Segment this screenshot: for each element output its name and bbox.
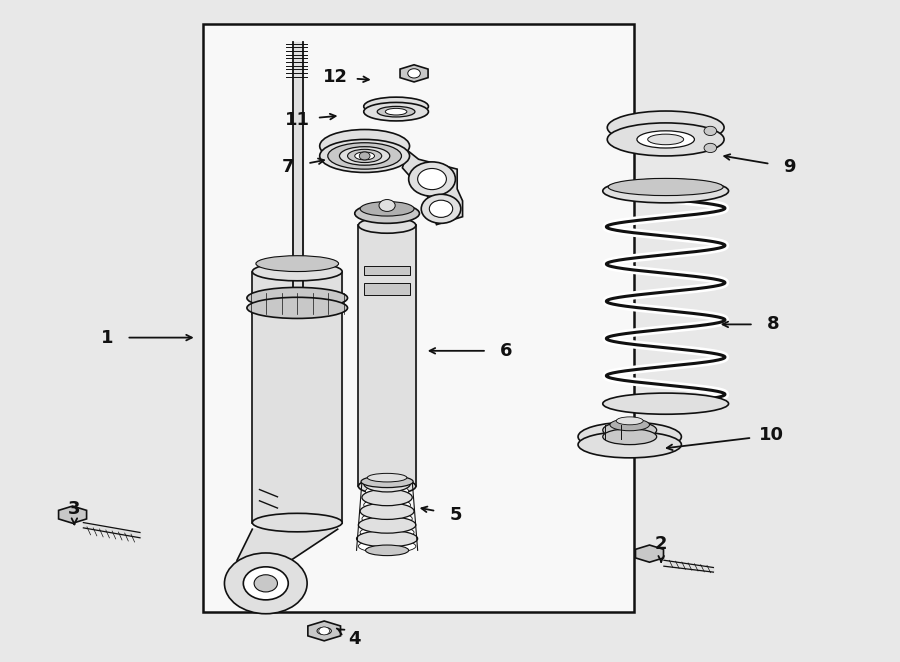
Ellipse shape [603, 429, 657, 445]
Ellipse shape [320, 130, 410, 163]
Ellipse shape [320, 140, 410, 173]
Circle shape [704, 143, 716, 152]
Polygon shape [58, 506, 86, 523]
Text: 7: 7 [282, 158, 294, 176]
Circle shape [408, 69, 420, 78]
Ellipse shape [365, 545, 409, 555]
Ellipse shape [377, 107, 415, 117]
Ellipse shape [252, 262, 342, 281]
Polygon shape [635, 545, 663, 562]
Ellipse shape [608, 178, 724, 195]
Ellipse shape [256, 256, 338, 271]
Polygon shape [400, 65, 428, 82]
Text: 8: 8 [767, 315, 779, 334]
Polygon shape [308, 621, 340, 641]
Ellipse shape [252, 513, 342, 532]
Ellipse shape [648, 134, 684, 145]
Ellipse shape [608, 111, 724, 144]
Ellipse shape [356, 530, 418, 547]
Ellipse shape [610, 419, 650, 431]
Ellipse shape [616, 417, 643, 425]
Circle shape [704, 126, 716, 136]
Circle shape [243, 567, 288, 600]
Ellipse shape [328, 143, 401, 169]
Ellipse shape [608, 123, 724, 156]
Ellipse shape [603, 179, 729, 203]
Ellipse shape [364, 498, 410, 512]
Text: 4: 4 [348, 630, 361, 648]
Circle shape [409, 162, 455, 196]
Ellipse shape [355, 203, 419, 223]
Ellipse shape [247, 297, 347, 318]
Bar [364, 283, 410, 295]
Ellipse shape [365, 485, 409, 498]
Circle shape [421, 194, 461, 223]
Circle shape [429, 200, 453, 217]
Ellipse shape [360, 503, 414, 520]
Ellipse shape [578, 432, 681, 458]
Ellipse shape [364, 103, 428, 121]
Text: 10: 10 [760, 426, 784, 444]
Ellipse shape [355, 152, 374, 160]
Text: 11: 11 [284, 111, 310, 128]
Text: 3: 3 [68, 500, 81, 518]
Ellipse shape [358, 217, 416, 233]
Ellipse shape [385, 109, 407, 115]
Ellipse shape [362, 489, 412, 506]
Ellipse shape [360, 526, 414, 539]
Text: 2: 2 [655, 535, 668, 553]
Ellipse shape [364, 97, 428, 116]
Circle shape [418, 169, 446, 189]
Ellipse shape [317, 628, 331, 635]
Polygon shape [402, 151, 463, 224]
Ellipse shape [603, 393, 729, 414]
Ellipse shape [358, 540, 416, 553]
Polygon shape [237, 529, 338, 560]
Text: 5: 5 [449, 506, 462, 524]
Text: 9: 9 [783, 158, 796, 176]
Text: 6: 6 [500, 342, 513, 360]
Circle shape [254, 575, 277, 592]
Bar [364, 265, 410, 275]
Bar [202, 24, 634, 612]
Ellipse shape [247, 287, 347, 308]
Ellipse shape [367, 473, 407, 482]
Ellipse shape [361, 476, 413, 488]
Ellipse shape [603, 422, 657, 439]
Text: 12: 12 [322, 68, 347, 86]
Circle shape [319, 627, 329, 635]
Ellipse shape [358, 479, 416, 494]
Ellipse shape [578, 422, 681, 451]
Ellipse shape [364, 475, 410, 492]
Circle shape [359, 152, 370, 160]
Ellipse shape [339, 147, 390, 166]
Ellipse shape [360, 201, 414, 216]
Ellipse shape [637, 131, 695, 148]
Circle shape [224, 553, 307, 614]
Ellipse shape [347, 150, 382, 163]
Circle shape [379, 199, 395, 211]
Text: 1: 1 [101, 328, 113, 347]
Ellipse shape [362, 512, 412, 526]
Ellipse shape [358, 516, 416, 533]
